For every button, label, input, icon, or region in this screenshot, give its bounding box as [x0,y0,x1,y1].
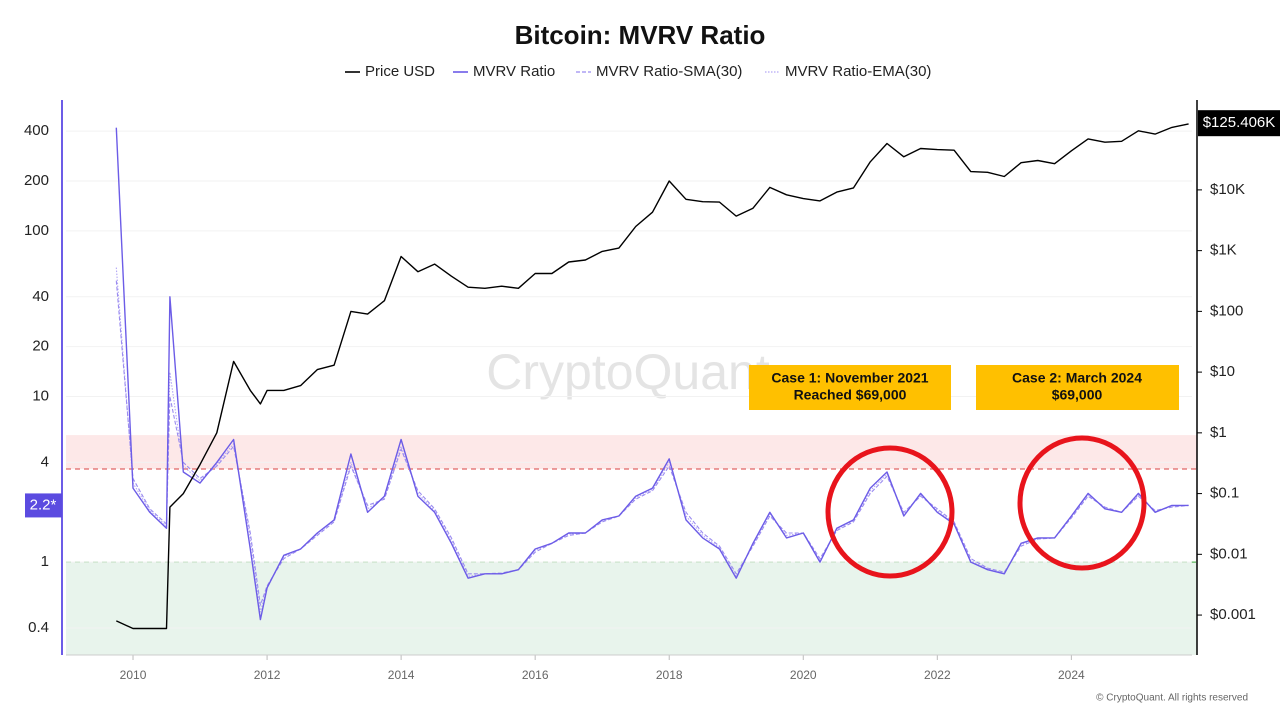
annotation-text: $69,000 [1052,387,1103,403]
legend-label: Price USD [365,63,435,80]
y2-tick-label: $1 [1210,424,1227,441]
x-tick-label: 2012 [254,668,281,682]
highlight-circle [1017,435,1147,571]
x-tick-label: 2016 [522,668,549,682]
footer: © CryptoQuant. All rights reserved [1096,693,1248,704]
y2-tick-label: $0.1 [1210,485,1239,502]
y2-tick-label: $0.01 [1210,545,1248,562]
y2-tick-label: $10K [1210,181,1245,198]
annotation-text: Reached $69,000 [794,387,907,403]
y-tick-label: 4 [41,453,49,470]
y2-tick-label: $1K [1210,242,1237,259]
current-value-label: 2.2* [30,496,57,513]
legend-label: MVRV Ratio-EMA(30) [785,63,931,80]
y-tick-label: 100 [24,222,49,239]
legend-label: MVRV Ratio [473,63,555,80]
y2-tick-label: $0.001 [1210,606,1256,623]
y-tick-label: 1 [41,553,49,570]
series-line [115,127,1189,621]
annotation-text: Case 2: March 2024 [1012,370,1142,386]
zone [66,435,1197,470]
annotation-box [976,365,1179,410]
highlight-circle [825,445,955,579]
zone [66,562,1197,655]
annotation-text: Case 1: November 2021 [771,370,928,386]
y-tick-label: 400 [24,122,49,139]
y-tick-label: 200 [24,172,49,189]
watermark: CryptoQuant [486,344,770,400]
annotation-box [749,365,951,410]
x-tick-label: 2024 [1058,668,1085,682]
x-tick-label: 2018 [656,668,683,682]
y2-tick-label: $10 [1210,363,1235,380]
x-tick-label: 2022 [924,668,951,682]
current-price-badge [1198,110,1280,137]
current-price-label: $125.406K [1203,114,1276,131]
current-value-badge [25,493,62,518]
x-tick-label: 2010 [120,668,147,682]
y-tick-label: 0.4 [28,619,49,636]
x-tick-label: 2014 [388,668,415,682]
y-tick-label: 10 [32,387,49,404]
series-line [116,123,1189,630]
x-tick-label: 2020 [790,668,817,682]
y-tick-label: 40 [32,288,49,305]
legend-label: MVRV Ratio-SMA(30) [596,63,742,80]
chart-title: Bitcoin: MVRV Ratio [515,20,766,50]
y2-tick-label: $100 [1210,302,1243,319]
y-tick-label: 20 [32,338,49,355]
